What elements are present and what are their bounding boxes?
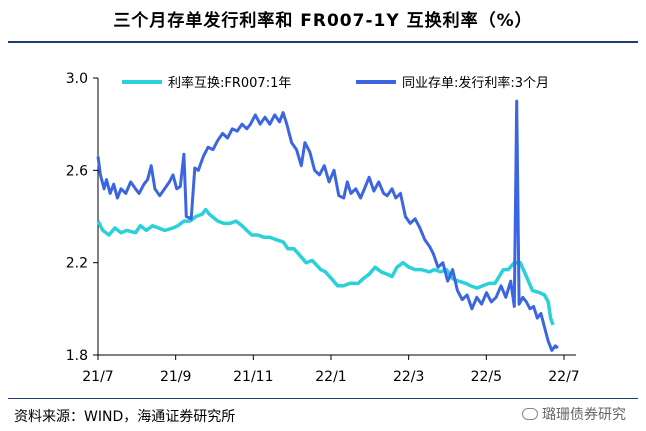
watermark-text: 璐珊债券研究 <box>542 407 626 423</box>
x-tick-label: 22/3 <box>393 369 424 385</box>
legend-label-swap: 利率互换:FR007:1年 <box>168 75 291 91</box>
x-tick-label: 22/5 <box>471 369 502 385</box>
line-chart: 1.8 2.2 2.6 3.0 21/7 21/9 21/11 22/1 22/3 22/5 22… <box>66 71 580 385</box>
y-tick-group: 1.8 2.2 2.6 3.0 <box>66 71 98 364</box>
series-line-ncd-3m <box>96 99 559 352</box>
source-note: 资料来源：WIND，海通证券研究所 <box>14 409 236 425</box>
wechat-icon <box>522 408 538 420</box>
y-tick-label: 2.6 <box>66 163 88 179</box>
legend-label-ncd: 同业存单:发行利率:3个月 <box>402 75 549 91</box>
watermark: 璐珊债券研究 <box>522 404 626 424</box>
legend: 利率互换:FR007:1年 同业存单:发行利率:3个月 <box>122 75 549 91</box>
x-tick-label: 21/7 <box>82 369 113 385</box>
chart-title: 三个月存单发行利率和 FR007-1Y 互换利率（%） <box>113 11 533 31</box>
title-divider <box>8 41 638 43</box>
x-tick-label: 22/7 <box>548 369 579 385</box>
series-lines <box>96 99 559 352</box>
x-tick-label: 21/11 <box>233 369 273 385</box>
y-tick-label: 3.0 <box>66 71 88 87</box>
x-tick-label: 21/9 <box>160 369 191 385</box>
y-tick-label: 1.8 <box>66 348 88 364</box>
plot-area: 1.8 2.2 2.6 3.0 21/7 21/9 21/11 22/1 22/3 22/5 22… <box>66 71 580 385</box>
y-tick-label: 2.2 <box>66 256 88 272</box>
footer-divider <box>8 398 638 399</box>
x-tick-group: 21/7 21/9 21/11 22/1 22/3 22/5 22/7 <box>82 355 580 385</box>
x-tick-label: 22/1 <box>315 369 346 385</box>
series-line-fr007-swap <box>96 207 555 326</box>
